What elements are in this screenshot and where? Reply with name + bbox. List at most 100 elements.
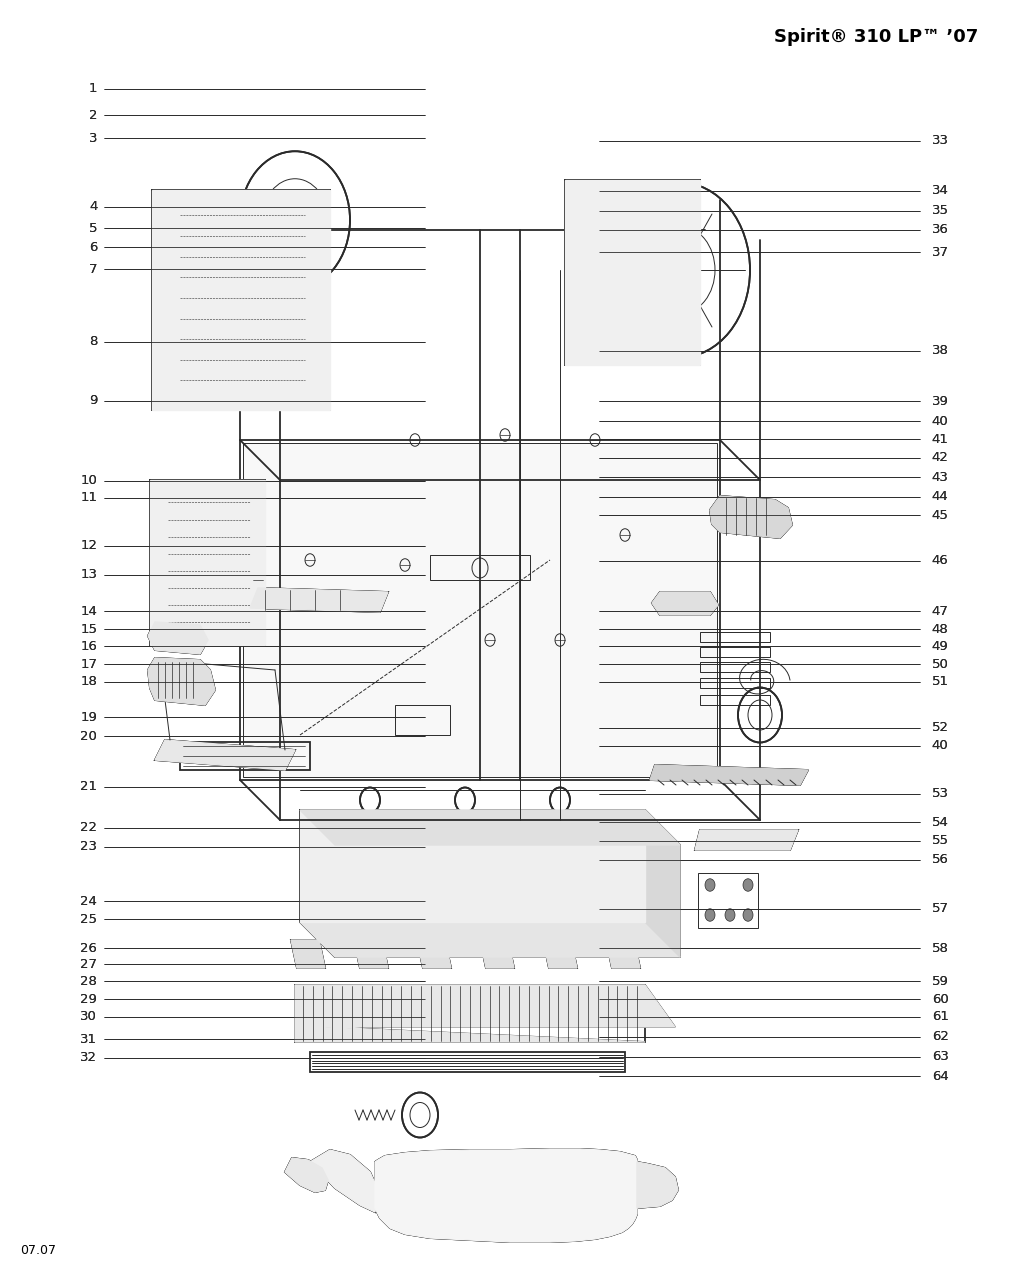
Text: 48: 48	[932, 622, 948, 636]
Polygon shape	[300, 810, 680, 845]
Text: 1: 1	[89, 82, 97, 96]
Circle shape	[705, 879, 715, 891]
Bar	[700, 662, 770, 672]
Circle shape	[725, 909, 735, 922]
Bar	[485, 1193, 545, 1208]
Text: 56: 56	[932, 852, 948, 867]
Text: 39: 39	[932, 394, 948, 408]
Text: 13: 13	[80, 568, 97, 581]
Text: 15: 15	[80, 622, 97, 636]
Text: 25: 25	[80, 913, 97, 925]
Text: 20: 20	[81, 730, 97, 742]
Text: 32: 32	[80, 1051, 97, 1065]
Text: 1: 1	[89, 82, 97, 96]
Text: 26: 26	[81, 942, 97, 955]
Text: 5: 5	[89, 221, 97, 236]
Polygon shape	[652, 591, 718, 614]
Text: 22: 22	[80, 820, 97, 835]
Text: 40: 40	[932, 739, 948, 753]
Polygon shape	[250, 588, 388, 612]
Text: 16: 16	[81, 640, 97, 653]
Polygon shape	[148, 622, 208, 654]
Bar	[575, 189, 690, 355]
Text: 30: 30	[81, 1010, 97, 1024]
Text: 51: 51	[932, 675, 949, 689]
Text: 3: 3	[89, 132, 97, 145]
Text: 42: 42	[932, 451, 948, 465]
Circle shape	[240, 151, 350, 289]
Text: 50: 50	[932, 658, 948, 671]
Circle shape	[670, 257, 690, 283]
Circle shape	[738, 687, 782, 742]
Polygon shape	[152, 189, 330, 410]
Text: 23: 23	[80, 840, 97, 854]
Text: 37: 37	[932, 246, 949, 259]
Text: 19: 19	[81, 710, 97, 724]
Bar	[395, 705, 450, 735]
Text: 18: 18	[81, 675, 97, 689]
Text: 32: 32	[80, 1051, 97, 1065]
Text: 58: 58	[932, 942, 948, 955]
Text: 55: 55	[932, 835, 949, 847]
Text: 40: 40	[932, 415, 948, 428]
Text: 46: 46	[932, 554, 948, 567]
Polygon shape	[710, 495, 792, 538]
Text: 44: 44	[932, 490, 948, 503]
Text: 11: 11	[80, 492, 97, 504]
Polygon shape	[155, 740, 295, 771]
Text: 45: 45	[932, 508, 948, 522]
Text: 47: 47	[932, 604, 948, 618]
Text: 47: 47	[932, 604, 948, 618]
Text: 19: 19	[81, 710, 97, 724]
Polygon shape	[645, 810, 680, 957]
Text: 59: 59	[932, 974, 948, 988]
Text: 64: 64	[932, 1070, 948, 1083]
Text: 23: 23	[80, 840, 97, 854]
Text: 53: 53	[932, 787, 949, 800]
Bar	[700, 695, 770, 705]
Text: 46: 46	[932, 554, 948, 567]
Text: 9: 9	[89, 394, 97, 407]
Text: 41: 41	[932, 433, 948, 445]
Polygon shape	[695, 829, 798, 850]
Text: 33: 33	[932, 134, 949, 147]
Text: 15: 15	[80, 622, 97, 636]
Text: 27: 27	[80, 957, 97, 972]
Bar	[160, 490, 255, 635]
Text: 7: 7	[89, 262, 97, 276]
Text: 34: 34	[932, 184, 948, 197]
Polygon shape	[606, 940, 640, 968]
Text: 16: 16	[81, 640, 97, 653]
Text: 52: 52	[932, 721, 949, 735]
Text: 40: 40	[932, 415, 948, 428]
Text: 21: 21	[80, 780, 97, 794]
Text: 12: 12	[80, 539, 97, 553]
Text: 37: 37	[932, 246, 949, 259]
Text: 63: 63	[932, 1050, 948, 1064]
Circle shape	[743, 909, 753, 922]
Polygon shape	[565, 180, 700, 365]
Bar	[698, 873, 758, 928]
Text: 62: 62	[932, 1030, 948, 1043]
Text: 40: 40	[932, 739, 948, 753]
Circle shape	[705, 909, 715, 922]
Text: 5: 5	[89, 221, 97, 236]
Text: 64: 64	[932, 1070, 948, 1083]
Circle shape	[610, 183, 750, 357]
Text: 25: 25	[80, 913, 97, 925]
Polygon shape	[480, 940, 514, 968]
Text: 54: 54	[932, 815, 948, 829]
Text: 11: 11	[80, 492, 97, 504]
Circle shape	[402, 1093, 438, 1138]
Circle shape	[532, 1181, 542, 1194]
Text: 49: 49	[932, 640, 948, 653]
Polygon shape	[285, 1158, 328, 1192]
Text: 14: 14	[81, 604, 97, 618]
Text: 63: 63	[932, 1050, 948, 1064]
Text: 61: 61	[932, 1010, 948, 1024]
Text: 14: 14	[81, 604, 97, 618]
Text: 31: 31	[80, 1033, 97, 1046]
Text: 18: 18	[81, 675, 97, 689]
Text: 53: 53	[932, 787, 949, 800]
Polygon shape	[543, 940, 577, 968]
